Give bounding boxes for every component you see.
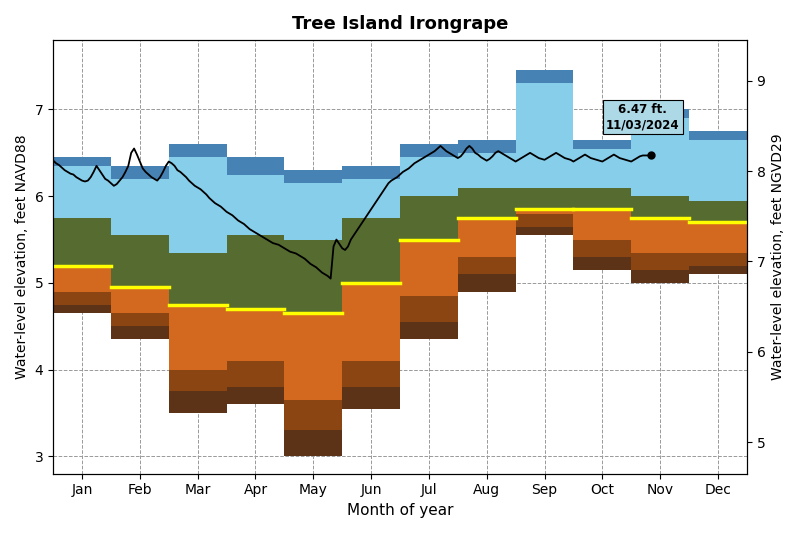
Bar xyxy=(284,239,342,313)
Bar xyxy=(400,296,458,322)
Bar xyxy=(574,149,631,188)
Bar xyxy=(53,305,111,313)
Bar xyxy=(342,166,400,179)
Bar xyxy=(516,70,574,84)
Bar xyxy=(574,140,631,149)
Bar xyxy=(400,322,458,340)
Bar xyxy=(689,200,747,222)
Bar xyxy=(169,370,226,391)
Bar xyxy=(111,179,169,235)
Bar xyxy=(226,309,284,361)
Bar xyxy=(284,170,342,183)
Bar xyxy=(631,109,689,118)
Bar xyxy=(53,157,111,166)
Bar xyxy=(111,287,169,313)
Bar xyxy=(631,218,689,253)
Bar xyxy=(342,179,400,218)
Bar xyxy=(111,313,169,326)
Bar xyxy=(284,400,342,430)
Bar xyxy=(53,166,111,218)
Y-axis label: Water-level elevation, feet NGVD29: Water-level elevation, feet NGVD29 xyxy=(771,134,785,380)
Bar xyxy=(169,144,226,157)
Bar xyxy=(169,305,226,370)
Bar xyxy=(458,218,516,257)
Bar xyxy=(689,265,747,274)
Bar xyxy=(574,209,631,239)
Bar xyxy=(458,274,516,292)
Bar xyxy=(631,196,689,218)
Bar xyxy=(458,140,516,153)
Bar xyxy=(516,84,574,188)
Bar xyxy=(574,257,631,270)
Bar xyxy=(458,257,516,274)
Bar xyxy=(342,218,400,283)
Bar xyxy=(169,391,226,413)
Bar xyxy=(689,131,747,140)
Bar xyxy=(516,188,574,209)
Bar xyxy=(631,270,689,283)
Bar xyxy=(53,292,111,305)
Bar xyxy=(400,157,458,196)
Bar xyxy=(689,222,747,253)
Bar xyxy=(284,183,342,239)
Bar xyxy=(169,253,226,305)
Bar xyxy=(226,174,284,235)
Bar xyxy=(226,235,284,309)
Bar xyxy=(516,227,574,235)
Bar xyxy=(284,430,342,456)
Bar xyxy=(689,253,747,265)
Bar xyxy=(226,157,284,174)
Bar xyxy=(111,326,169,340)
Bar xyxy=(516,209,574,214)
Bar xyxy=(458,188,516,218)
Bar xyxy=(516,214,574,227)
Bar xyxy=(342,361,400,387)
Bar xyxy=(574,239,631,257)
Bar xyxy=(631,118,689,196)
Bar xyxy=(400,196,458,239)
Bar xyxy=(53,218,111,265)
Bar xyxy=(342,387,400,409)
Bar xyxy=(169,157,226,253)
Bar xyxy=(342,283,400,361)
Bar xyxy=(111,166,169,179)
Bar xyxy=(53,265,111,292)
Bar xyxy=(458,153,516,188)
Bar xyxy=(111,235,169,287)
Bar xyxy=(631,253,689,270)
X-axis label: Month of year: Month of year xyxy=(346,503,454,518)
Text: 6.47 ft.
11/03/2024: 6.47 ft. 11/03/2024 xyxy=(606,103,680,131)
Y-axis label: Water-level elevation, feet NAVD88: Water-level elevation, feet NAVD88 xyxy=(15,135,29,379)
Title: Tree Island Irongrape: Tree Island Irongrape xyxy=(292,15,508,33)
Bar xyxy=(400,144,458,157)
Bar xyxy=(284,313,342,400)
Bar xyxy=(400,239,458,296)
Bar xyxy=(226,387,284,405)
Bar xyxy=(689,140,747,200)
Bar xyxy=(574,188,631,209)
Bar xyxy=(226,361,284,387)
